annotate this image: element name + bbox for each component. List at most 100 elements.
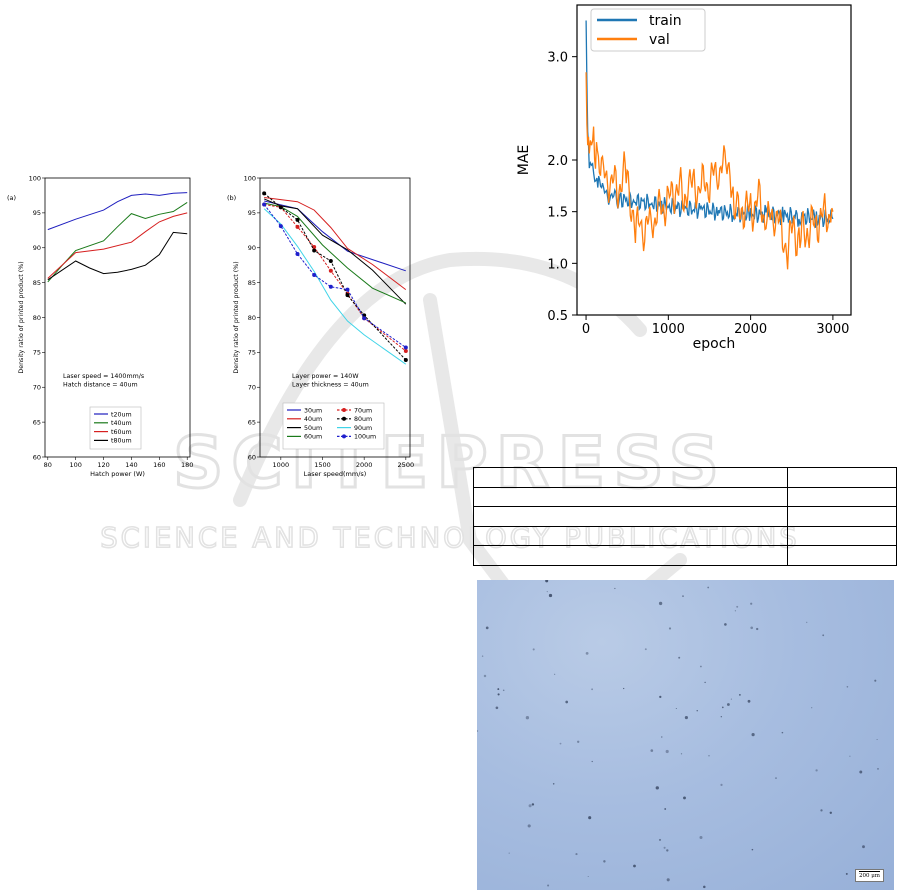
table-row (473, 525, 897, 547)
chart-annotation: Layer thickness = 40um (292, 382, 369, 389)
scale-bar-label: 200 μm (858, 873, 880, 879)
pore-dot (874, 679, 877, 682)
pore-dot (675, 707, 677, 710)
chart-annotation: Layer power = 140W (292, 373, 359, 380)
y-axis-label: MAE (516, 145, 532, 176)
y-tick-label: 0.5 (547, 309, 568, 324)
table-cell (473, 545, 788, 566)
table-row (473, 545, 897, 566)
pore-dot (806, 621, 808, 624)
data-point-100um (362, 316, 367, 321)
pore-dot (591, 688, 593, 691)
data-point-80um (328, 259, 333, 264)
pore-dot (497, 693, 500, 696)
pore-dot (531, 803, 535, 806)
table-cell (787, 486, 897, 508)
series-line-50um (264, 198, 407, 305)
pore-dot (577, 740, 580, 743)
x-tick-label: 1000 (652, 322, 685, 337)
series-line-t80um (47, 231, 188, 281)
x-axis-label: Laser speed(mm/s) (304, 470, 367, 478)
data-point-80um (312, 248, 317, 253)
scale-bar: 200 μm (854, 869, 884, 882)
pore-dot (859, 770, 863, 774)
pore-dot (588, 816, 592, 820)
pore-dot (658, 601, 663, 606)
y-axis-label: Density ratio of printed product (%) (18, 261, 25, 373)
pore-dot (734, 610, 737, 612)
pore-dot (525, 716, 530, 720)
legend-box (282, 402, 385, 450)
pore-dot (845, 872, 848, 875)
data-point-100um (403, 345, 408, 350)
x-tick-label: 3000 (816, 322, 849, 337)
y-axis-label: Density ratio of printed product (%) (233, 261, 240, 373)
pore-dot (724, 623, 727, 626)
pore-dot (644, 648, 647, 651)
pore-dot (862, 845, 865, 849)
x-tick-label: 1500 (314, 461, 331, 469)
data-point-70um (312, 245, 317, 250)
panel-label: (a) (7, 194, 16, 202)
pore-dot (846, 686, 849, 688)
x-tick-label: 1000 (273, 461, 290, 469)
pore-dot (703, 885, 706, 889)
y-tick-label: 100 (29, 174, 41, 182)
pore-dot (548, 593, 553, 598)
pore-dot (775, 777, 777, 779)
pore-dot (623, 687, 625, 690)
data-point-70um (328, 268, 333, 273)
pore-dot (650, 749, 654, 752)
pore-dot (665, 749, 669, 754)
table-cell (473, 467, 788, 488)
pore-dot (704, 681, 706, 684)
legend-label: t40um (111, 420, 132, 427)
pore-dot (720, 716, 722, 718)
x-tick-label: 2000 (356, 461, 373, 469)
pore-dot (554, 673, 556, 675)
series-line-t60um (47, 212, 188, 279)
x-axis-label: Hatch power (W) (90, 470, 145, 478)
pore-dot (668, 627, 672, 630)
y-tick-label: 75 (33, 349, 41, 357)
pore-dot (546, 591, 548, 593)
y-tick-label: 65 (33, 418, 41, 426)
pore-dot (751, 848, 754, 851)
pore-dot (820, 809, 823, 812)
x-tick-label: 100 (69, 461, 81, 469)
series-line-t40um (47, 201, 188, 283)
pore-dot (527, 824, 531, 828)
pore-dot (683, 796, 686, 800)
series-line-70um (264, 204, 407, 352)
pore-dot (614, 587, 616, 590)
pore-dot (750, 602, 753, 605)
chart-annotation: Hatch distance = 40um (63, 382, 138, 389)
series-line-30um (264, 200, 406, 272)
series-line-t20um (47, 192, 188, 231)
data-point-100um (262, 202, 267, 207)
y-tick-label: 70 (248, 384, 256, 392)
pore-dot (485, 626, 489, 630)
legend-label: 90um (354, 425, 372, 432)
table-cell (473, 506, 788, 527)
pore-dot (633, 864, 636, 868)
pore-dot (663, 846, 666, 849)
x-tick-label: 120 (97, 461, 109, 469)
y-tick-label: 65 (248, 418, 256, 426)
legend-marker-100um (342, 434, 346, 439)
panel-label: (b) (227, 194, 236, 202)
data-point-100um (328, 284, 333, 289)
pore-dot (822, 634, 825, 637)
pore-dot (781, 731, 784, 734)
table-cell (787, 545, 897, 566)
data-point-100um (345, 287, 350, 292)
table-cell (473, 525, 788, 547)
pore-dot (747, 699, 751, 703)
pore-dot (502, 689, 505, 692)
pore-dot (603, 860, 606, 863)
y-tick-label: 95 (33, 209, 41, 217)
legend-marker-80um (342, 416, 346, 421)
table-cell (787, 525, 897, 547)
pore-dot (684, 716, 688, 720)
series-line-90um (263, 208, 407, 365)
